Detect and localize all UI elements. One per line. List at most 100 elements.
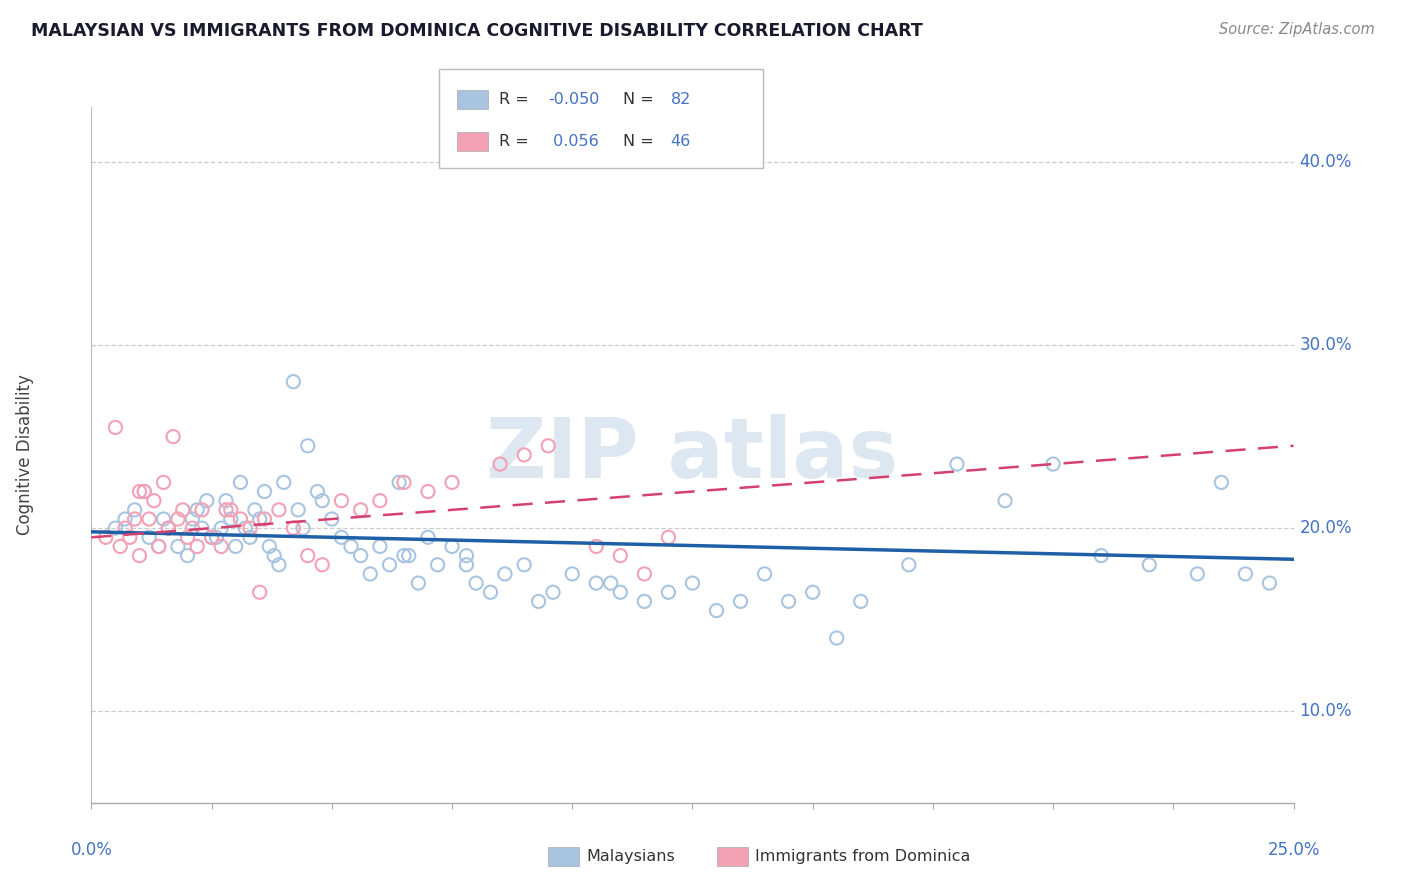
- Point: [849, 594, 872, 608]
- Point: [118, 530, 141, 544]
- Point: [267, 558, 290, 572]
- Point: [778, 594, 800, 608]
- Point: [181, 521, 204, 535]
- Text: 46: 46: [671, 134, 690, 149]
- Point: [368, 540, 391, 554]
- Point: [416, 530, 439, 544]
- Text: 25.0%: 25.0%: [1267, 841, 1320, 859]
- Point: [273, 475, 295, 490]
- Point: [609, 585, 631, 599]
- Point: [456, 558, 478, 572]
- Point: [287, 503, 309, 517]
- Point: [259, 540, 281, 554]
- Point: [392, 549, 415, 563]
- Point: [291, 521, 314, 535]
- Point: [1211, 475, 1233, 490]
- Point: [825, 631, 848, 645]
- Point: [128, 549, 150, 563]
- Point: [134, 484, 156, 499]
- Point: [359, 566, 381, 581]
- Point: [263, 549, 285, 563]
- Point: [148, 540, 170, 554]
- Point: [181, 512, 204, 526]
- Point: [229, 512, 252, 526]
- Point: [297, 549, 319, 563]
- Point: [233, 521, 256, 535]
- Point: [321, 512, 343, 526]
- Point: [456, 549, 478, 563]
- Point: [176, 530, 198, 544]
- Point: [730, 594, 752, 608]
- Point: [186, 540, 208, 554]
- Point: [239, 521, 262, 535]
- Point: [330, 493, 353, 508]
- Point: [205, 530, 228, 544]
- Point: [148, 540, 170, 554]
- Point: [541, 585, 564, 599]
- Point: [249, 585, 271, 599]
- Point: [416, 484, 439, 499]
- Point: [494, 566, 516, 581]
- Point: [368, 493, 391, 508]
- Text: R =: R =: [499, 92, 534, 107]
- Point: [1234, 566, 1257, 581]
- Text: Immigrants from Dominica: Immigrants from Dominica: [755, 849, 970, 863]
- Point: [633, 594, 655, 608]
- Point: [110, 540, 132, 554]
- Text: 0.056: 0.056: [548, 134, 599, 149]
- Point: [426, 558, 449, 572]
- Text: N =: N =: [623, 92, 659, 107]
- Text: 40.0%: 40.0%: [1299, 153, 1353, 171]
- Point: [561, 566, 583, 581]
- Point: [209, 540, 232, 554]
- Point: [283, 375, 305, 389]
- Point: [219, 503, 242, 517]
- Point: [1258, 576, 1281, 591]
- Point: [350, 549, 373, 563]
- Point: [152, 512, 174, 526]
- Text: -0.050: -0.050: [548, 92, 600, 107]
- Text: ZIP atlas: ZIP atlas: [486, 415, 898, 495]
- Point: [157, 521, 180, 535]
- Point: [114, 521, 136, 535]
- Point: [253, 512, 276, 526]
- Point: [801, 585, 824, 599]
- Point: [134, 484, 156, 499]
- Point: [152, 475, 174, 490]
- Point: [340, 540, 363, 554]
- Point: [239, 530, 262, 544]
- Text: 20.0%: 20.0%: [1299, 519, 1353, 537]
- Text: 10.0%: 10.0%: [1299, 702, 1353, 720]
- Point: [249, 512, 271, 526]
- Text: N =: N =: [623, 134, 659, 149]
- Text: 82: 82: [671, 92, 690, 107]
- Point: [186, 503, 208, 517]
- Point: [513, 558, 536, 572]
- Point: [215, 493, 238, 508]
- Point: [200, 530, 222, 544]
- Point: [378, 558, 401, 572]
- Point: [104, 420, 127, 434]
- Point: [162, 429, 184, 443]
- Point: [465, 576, 488, 591]
- Point: [267, 503, 290, 517]
- Point: [219, 512, 242, 526]
- Point: [104, 521, 127, 535]
- Point: [408, 576, 430, 591]
- Point: [311, 558, 333, 572]
- Point: [253, 484, 276, 499]
- Point: [946, 457, 969, 471]
- Point: [157, 521, 180, 535]
- Point: [124, 503, 146, 517]
- Point: [489, 457, 512, 471]
- Point: [657, 530, 679, 544]
- Point: [633, 566, 655, 581]
- Point: [388, 475, 411, 490]
- Point: [398, 549, 420, 563]
- Point: [706, 603, 728, 617]
- Point: [440, 540, 463, 554]
- Point: [124, 512, 146, 526]
- Point: [537, 439, 560, 453]
- Point: [128, 484, 150, 499]
- Point: [114, 512, 136, 526]
